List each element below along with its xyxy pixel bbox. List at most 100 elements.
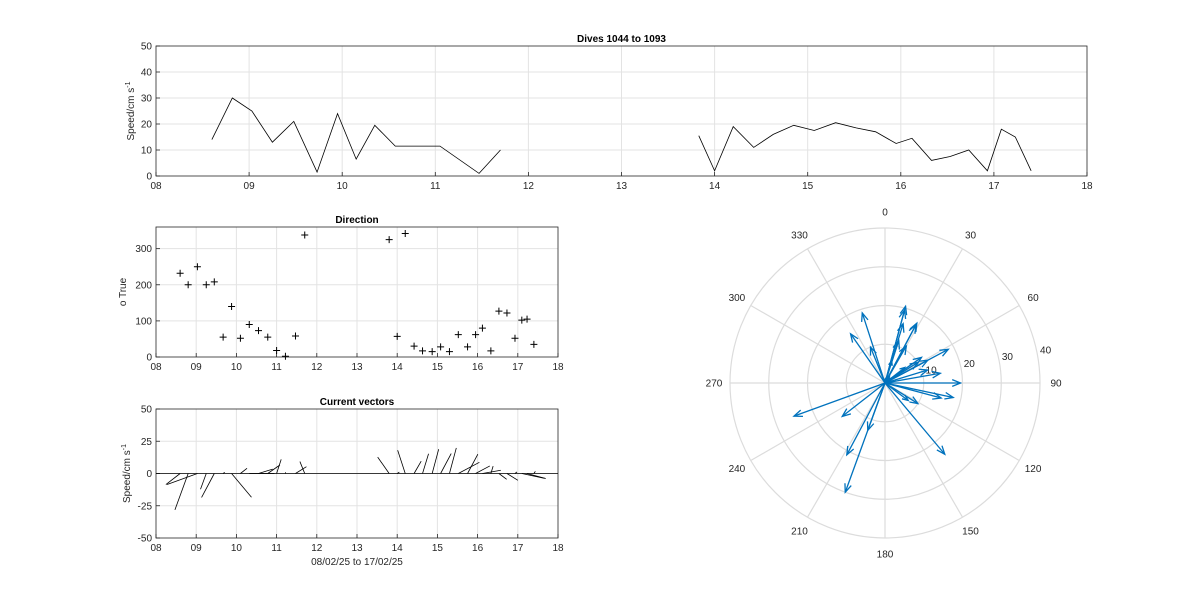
direction-point xyxy=(301,231,309,239)
y-tick-label: 30 xyxy=(141,94,153,105)
y-axis-label-text: Speed/cm s xyxy=(122,450,133,503)
direction-point xyxy=(511,334,519,342)
compass-arrow-head xyxy=(944,391,955,400)
compass-arrow xyxy=(884,375,891,384)
direction-point xyxy=(176,269,184,277)
y-tick-label: -25 xyxy=(138,501,153,512)
x-tick-label: 09 xyxy=(191,362,203,373)
compass-arrow-shaft xyxy=(884,372,941,384)
x-tick-label: 08 xyxy=(150,543,162,554)
x-tick-label: 15 xyxy=(432,543,444,554)
current-vector xyxy=(413,461,422,474)
direction-point xyxy=(472,331,480,339)
x-tick-label: 17 xyxy=(512,543,524,554)
compass-arrow-shaft xyxy=(884,382,946,455)
direction-point xyxy=(523,315,531,323)
current-vector xyxy=(440,453,452,474)
current-vector xyxy=(533,471,536,474)
angle-tick-label: 330 xyxy=(791,230,808,241)
angular-grid-spoke xyxy=(884,382,1020,462)
compass-arrow-head xyxy=(898,344,908,356)
y-tick-label: 50 xyxy=(141,42,153,53)
y-axis-label: o True xyxy=(118,277,129,306)
current-vector xyxy=(506,473,519,481)
x-tick-label: 15 xyxy=(802,181,814,192)
current-vector xyxy=(240,468,248,474)
x-tick-label: 14 xyxy=(392,543,404,554)
x-tick-label: 15 xyxy=(432,362,444,373)
compass-arrow xyxy=(840,382,886,418)
direction-point xyxy=(445,348,453,356)
y-tick-label: 10 xyxy=(141,146,153,157)
current-vectors-chart: 08 09 10 11 12 13 14 15 16 17 18 -50 -25 0 25 50 Current… xyxy=(121,397,564,568)
direction-point xyxy=(264,333,272,341)
current-vector xyxy=(396,471,400,474)
x-tick-label: 11 xyxy=(271,543,282,554)
compass-arrow-shaft xyxy=(850,333,886,384)
compass-arrow xyxy=(884,382,946,456)
compass-arrow-shaft xyxy=(884,360,893,384)
direction-point xyxy=(228,302,236,310)
chart-title: Dives 1044 to 1093 xyxy=(577,34,666,45)
compass-arrow-head xyxy=(866,421,875,432)
direction-point xyxy=(495,307,503,315)
x-tick-label: 11 xyxy=(271,362,282,373)
current-vector xyxy=(498,473,507,480)
current-vector xyxy=(276,459,282,474)
x-tick-label: 13 xyxy=(616,181,628,192)
compass-arrow-head xyxy=(908,323,917,334)
y-tick-label: 40 xyxy=(141,68,153,79)
x-tick-label: 10 xyxy=(337,181,349,192)
current-vector xyxy=(467,453,479,474)
y-tick-label: 50 xyxy=(141,405,153,416)
compass-arrow xyxy=(884,323,917,384)
angular-grid-spoke xyxy=(806,382,886,518)
compass-arrow-shaft xyxy=(867,382,886,431)
direction-point xyxy=(236,334,244,342)
direction-point xyxy=(437,343,445,351)
x-tick-label: 18 xyxy=(1081,181,1093,192)
current-vector xyxy=(231,473,252,498)
x-tick-label: 12 xyxy=(523,181,535,192)
current-vector xyxy=(201,473,215,498)
direction-point xyxy=(410,342,418,350)
angular-grid-spoke xyxy=(884,304,1020,384)
compass-arrow-shaft xyxy=(884,382,942,399)
direction-point xyxy=(530,340,538,348)
current-vector xyxy=(475,465,491,474)
y-tick-label: 25 xyxy=(141,437,153,448)
direction-point xyxy=(245,321,253,328)
y-tick-label: 200 xyxy=(135,280,152,291)
radius-tick-label: 30 xyxy=(1002,352,1014,363)
current-vector xyxy=(258,468,273,474)
compass-arrow-shaft xyxy=(884,369,928,384)
direction-point xyxy=(210,278,218,286)
direction-point xyxy=(281,352,289,360)
current-vector xyxy=(422,453,429,474)
compass-arrow-shaft xyxy=(884,359,929,384)
x-tick-label: 09 xyxy=(244,181,256,192)
current-vector xyxy=(222,472,225,474)
current-vector xyxy=(200,473,207,490)
compass-arrow-head xyxy=(932,392,943,400)
angle-tick-label: 180 xyxy=(877,550,894,561)
angular-grid-spoke xyxy=(806,248,886,384)
compass-arrow-head xyxy=(861,311,869,323)
y-tick-label: 0 xyxy=(146,172,152,183)
direction-point xyxy=(503,309,511,317)
compass-arrow-head xyxy=(844,483,852,494)
current-vector xyxy=(526,473,546,479)
speed-series-line xyxy=(211,97,501,174)
compass-arrow-head xyxy=(918,368,930,377)
y-tick-label: -50 xyxy=(138,534,153,545)
compass-arrow xyxy=(884,368,930,384)
direction-point xyxy=(518,316,526,324)
compass-arrow xyxy=(849,332,886,384)
direction-point xyxy=(487,347,495,355)
compass-arrow-head xyxy=(840,408,852,418)
angle-tick-label: 240 xyxy=(729,464,746,475)
compass-arrow xyxy=(866,382,886,432)
speed-series-line xyxy=(698,122,1032,172)
compass-arrow xyxy=(884,382,943,400)
